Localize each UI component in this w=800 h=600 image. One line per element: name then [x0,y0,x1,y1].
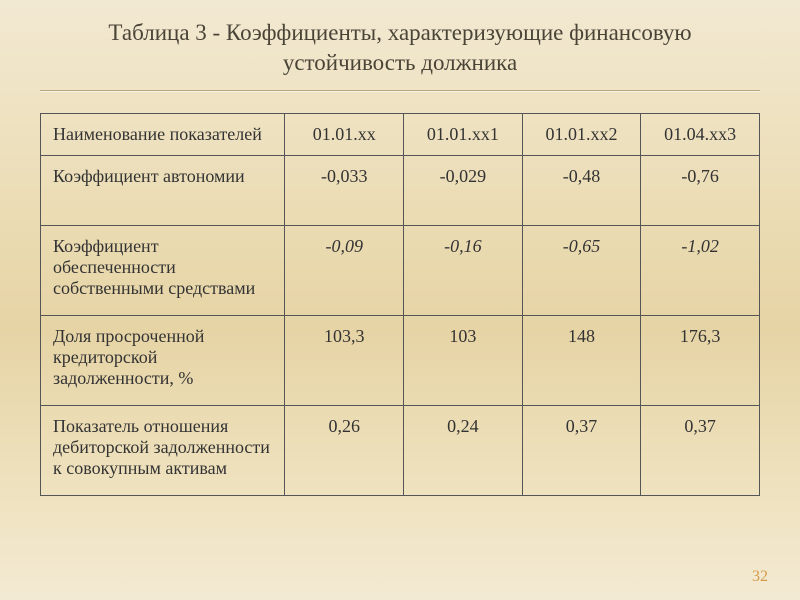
table-cell: -1,02 [641,225,760,315]
table-cell: 103,3 [285,315,404,405]
column-header: 01.01.хх1 [404,113,523,155]
table-row: Доля просроченной кредиторской задолженн… [41,315,760,405]
table-cell: -0,033 [285,155,404,225]
table-cell: -0,029 [404,155,523,225]
table-cell: 103 [404,315,523,405]
table-row: Коэффициент обеспеченности собственными … [41,225,760,315]
table-cell: -0,16 [404,225,523,315]
column-header: 01.01.хх [285,113,404,155]
page-title: Таблица 3 - Коэффициенты, характеризующи… [0,0,800,90]
table-cell: 0,24 [404,405,523,495]
column-header: 01.01.хх2 [522,113,641,155]
table-cell: 0,26 [285,405,404,495]
column-header: 01.04.хх3 [641,113,760,155]
row-label: Коэффициент автономии [41,155,285,225]
table-cell: 148 [522,315,641,405]
table-cell: 176,3 [641,315,760,405]
table-header-row: Наименование показателей 01.01.хх 01.01.… [41,113,760,155]
page-number: 32 [752,568,768,586]
table-container: Наименование показателей 01.01.хх 01.01.… [0,113,800,496]
row-label: Показатель отношения дебиторской задолже… [41,405,285,495]
table-cell: 0,37 [522,405,641,495]
row-label: Доля просроченной кредиторской задолженн… [41,315,285,405]
table-row: Показатель отношения дебиторской задолже… [41,405,760,495]
row-label: Коэффициент обеспеченности собственными … [41,225,285,315]
table-body: Коэффициент автономии -0,033 -0,029 -0,4… [41,155,760,495]
title-rule [40,90,760,91]
column-header: Наименование показателей [41,113,285,155]
table-cell: -0,09 [285,225,404,315]
table-cell: -0,48 [522,155,641,225]
table-cell: 0,37 [641,405,760,495]
coefficients-table: Наименование показателей 01.01.хх 01.01.… [40,113,760,496]
table-cell: -0,76 [641,155,760,225]
table-cell: -0,65 [522,225,641,315]
table-row: Коэффициент автономии -0,033 -0,029 -0,4… [41,155,760,225]
